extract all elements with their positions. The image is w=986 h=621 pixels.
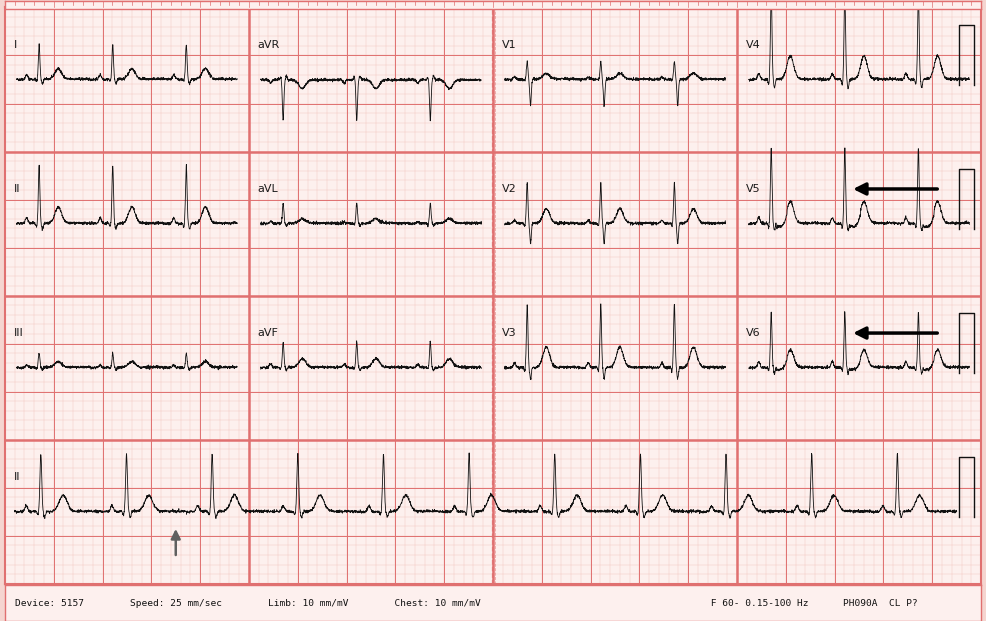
Text: V6: V6 bbox=[745, 328, 760, 338]
Text: II: II bbox=[14, 472, 21, 482]
Text: aVR: aVR bbox=[257, 40, 280, 50]
Text: III: III bbox=[14, 328, 24, 338]
Text: aVL: aVL bbox=[257, 184, 278, 194]
Text: V1: V1 bbox=[502, 40, 517, 50]
Text: II: II bbox=[14, 184, 21, 194]
Text: V5: V5 bbox=[745, 184, 760, 194]
Text: V3: V3 bbox=[502, 328, 517, 338]
Text: V4: V4 bbox=[745, 40, 760, 50]
Text: I: I bbox=[14, 40, 17, 50]
Text: Device: 5157        Speed: 25 mm/sec        Limb: 10 mm/mV        Chest: 10 mm/m: Device: 5157 Speed: 25 mm/sec Limb: 10 m… bbox=[15, 599, 917, 608]
Text: V2: V2 bbox=[502, 184, 517, 194]
Text: aVF: aVF bbox=[257, 328, 279, 338]
